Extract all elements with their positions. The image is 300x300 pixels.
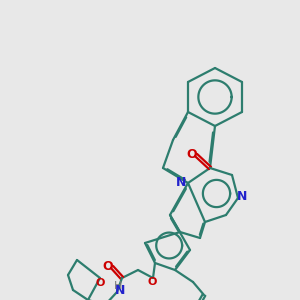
Text: O: O: [96, 278, 105, 287]
Text: O: O: [186, 148, 197, 161]
Text: O: O: [148, 277, 157, 286]
Text: H: H: [113, 281, 122, 291]
Text: O: O: [102, 260, 113, 273]
Text: N: N: [236, 190, 247, 203]
Text: N: N: [115, 284, 125, 297]
Text: N: N: [176, 176, 187, 189]
